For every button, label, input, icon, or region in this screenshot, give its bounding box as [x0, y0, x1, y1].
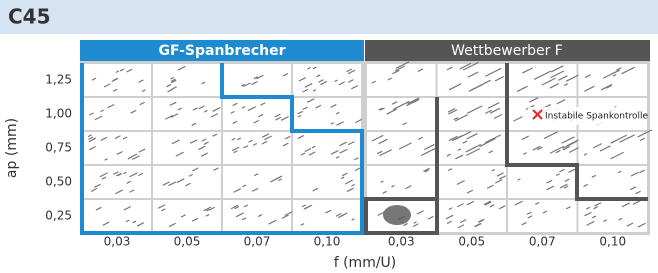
chip-image	[293, 200, 361, 232]
chip-image	[293, 166, 361, 198]
x-tick-label: 0,03	[104, 235, 131, 249]
chip	[383, 205, 411, 225]
x-tick-label: 0,05	[174, 235, 201, 249]
x-tick-label: 0,03	[388, 235, 415, 249]
title-bar	[0, 0, 658, 34]
chip-image	[579, 64, 648, 96]
chip-image	[153, 166, 221, 198]
chip-image	[223, 166, 291, 198]
chip-image	[438, 98, 507, 130]
chip-image	[223, 64, 291, 96]
x-tick-label: 0,07	[529, 235, 556, 249]
chip-image	[153, 200, 221, 232]
chip-image	[293, 132, 361, 164]
annotation: Instabile Spankontrolle	[545, 112, 648, 122]
chip-image	[367, 64, 436, 96]
chip-image	[153, 98, 221, 130]
chip-image	[223, 132, 291, 164]
group-label: Wettbewerber F	[451, 43, 563, 59]
chip-image	[508, 166, 577, 198]
y-tick-label: 0,75	[45, 141, 72, 155]
y-tick-label: 0,25	[45, 209, 72, 223]
chip-image	[83, 200, 151, 232]
y-axis-label: ap (mm)	[4, 118, 20, 178]
y-tick-label: 1,25	[45, 73, 72, 87]
chip-image	[223, 98, 291, 130]
x-tick-label: 0,10	[599, 235, 626, 249]
title: C45	[8, 5, 51, 29]
chip-image	[438, 166, 507, 198]
y-tick-label: 1,00	[45, 107, 72, 121]
chip-image	[367, 98, 436, 130]
chip-image	[508, 200, 577, 232]
chip-image	[83, 98, 151, 130]
x-tick-label: 0,07	[244, 235, 271, 249]
x-tick-label: 0,10	[314, 235, 341, 249]
chip-image	[223, 200, 291, 232]
x-tick-label: 0,05	[458, 235, 485, 249]
x-axis-label: f (mm/U)	[334, 255, 397, 271]
chart-figure: C45 GF-Spanbrecher Wettbewerber F Instab…	[0, 0, 658, 273]
y-tick-label: 0,50	[45, 175, 72, 189]
chip-image	[579, 200, 648, 232]
chip-image	[153, 64, 221, 96]
chip-image	[293, 98, 361, 130]
group-label: GF-Spanbrecher	[158, 43, 285, 59]
chip-image	[438, 200, 507, 232]
chip-image	[153, 132, 221, 164]
chip-image	[579, 132, 648, 164]
